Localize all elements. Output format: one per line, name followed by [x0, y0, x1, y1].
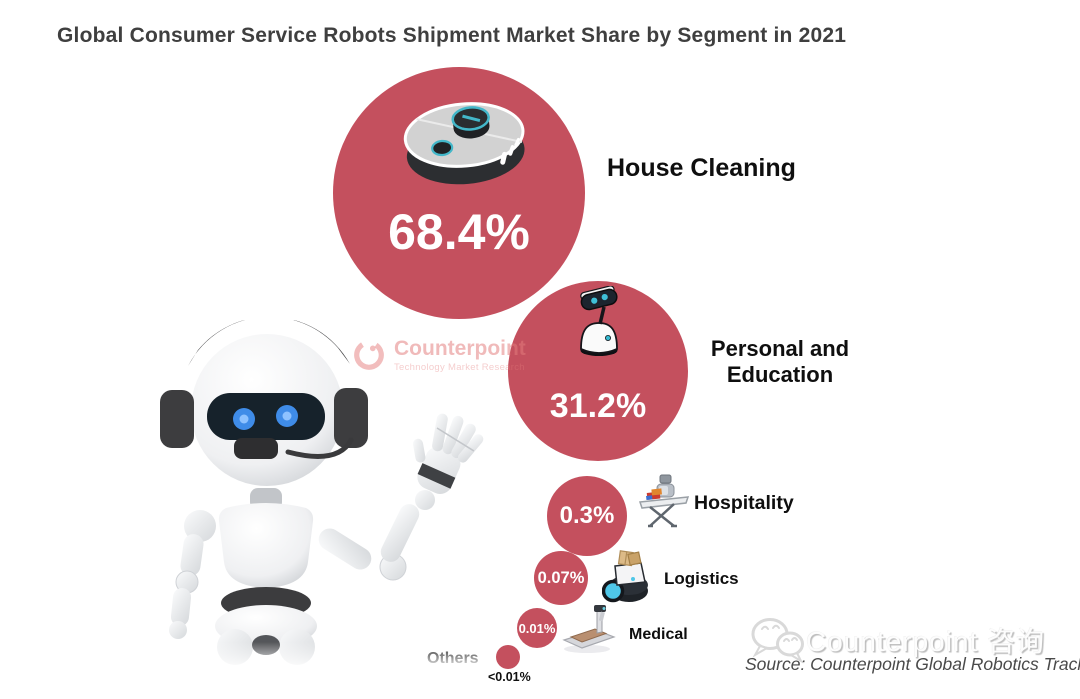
bubble-value-personal-education: 31.2%: [549, 387, 647, 425]
bubble-value-house-cleaning: 68.4%: [388, 204, 530, 260]
counterpoint-watermark: Counterpoint Technology Market Research: [352, 338, 526, 373]
label-personal-education: Personal and Education: [710, 336, 850, 388]
footer-brand: Counterpoint 咨询: [806, 626, 1046, 657]
label-medical: Medical: [629, 626, 688, 643]
watermark-brand: Counterpoint: [394, 337, 526, 360]
bubble-hospitality: 0.3%: [547, 476, 627, 556]
bubble-value-medical: 0.01%: [518, 620, 556, 636]
logistics-robot-icon: [602, 550, 648, 603]
label-hospitality: Hospitality: [694, 492, 794, 514]
robot-vacuum-icon: [403, 102, 525, 185]
label-house-cleaning: House Cleaning: [607, 154, 796, 182]
chart-title: Global Consumer Service Robots Shipment …: [57, 24, 847, 47]
bubble-value-hospitality: 0.3%: [559, 502, 615, 529]
personal-robot-icon: [580, 286, 618, 356]
hospitality-robot-icon: [638, 474, 690, 528]
bubble-value-logistics: 0.07%: [537, 568, 585, 587]
bubble-logistics: 0.07%: [534, 551, 588, 605]
source-note: Source: Counterpoint Global Robotics Tra…: [745, 654, 1080, 674]
bubble-medical: 0.01%: [517, 608, 557, 648]
bubble-personal-education: 31.2%: [508, 281, 688, 461]
watermark-tagline: Technology Market Research: [394, 362, 525, 373]
mascot-robot: [138, 320, 490, 670]
wechat-icon: [751, 618, 804, 664]
bubble-house-cleaning: 68.4%: [333, 67, 585, 319]
label-logistics: Logistics: [664, 569, 739, 588]
medical-robot-icon: [562, 605, 616, 653]
counterpoint-logo-icon: [354, 340, 384, 370]
bubble-value-others: <0.01%: [488, 670, 531, 684]
bubble-others: [496, 645, 520, 669]
